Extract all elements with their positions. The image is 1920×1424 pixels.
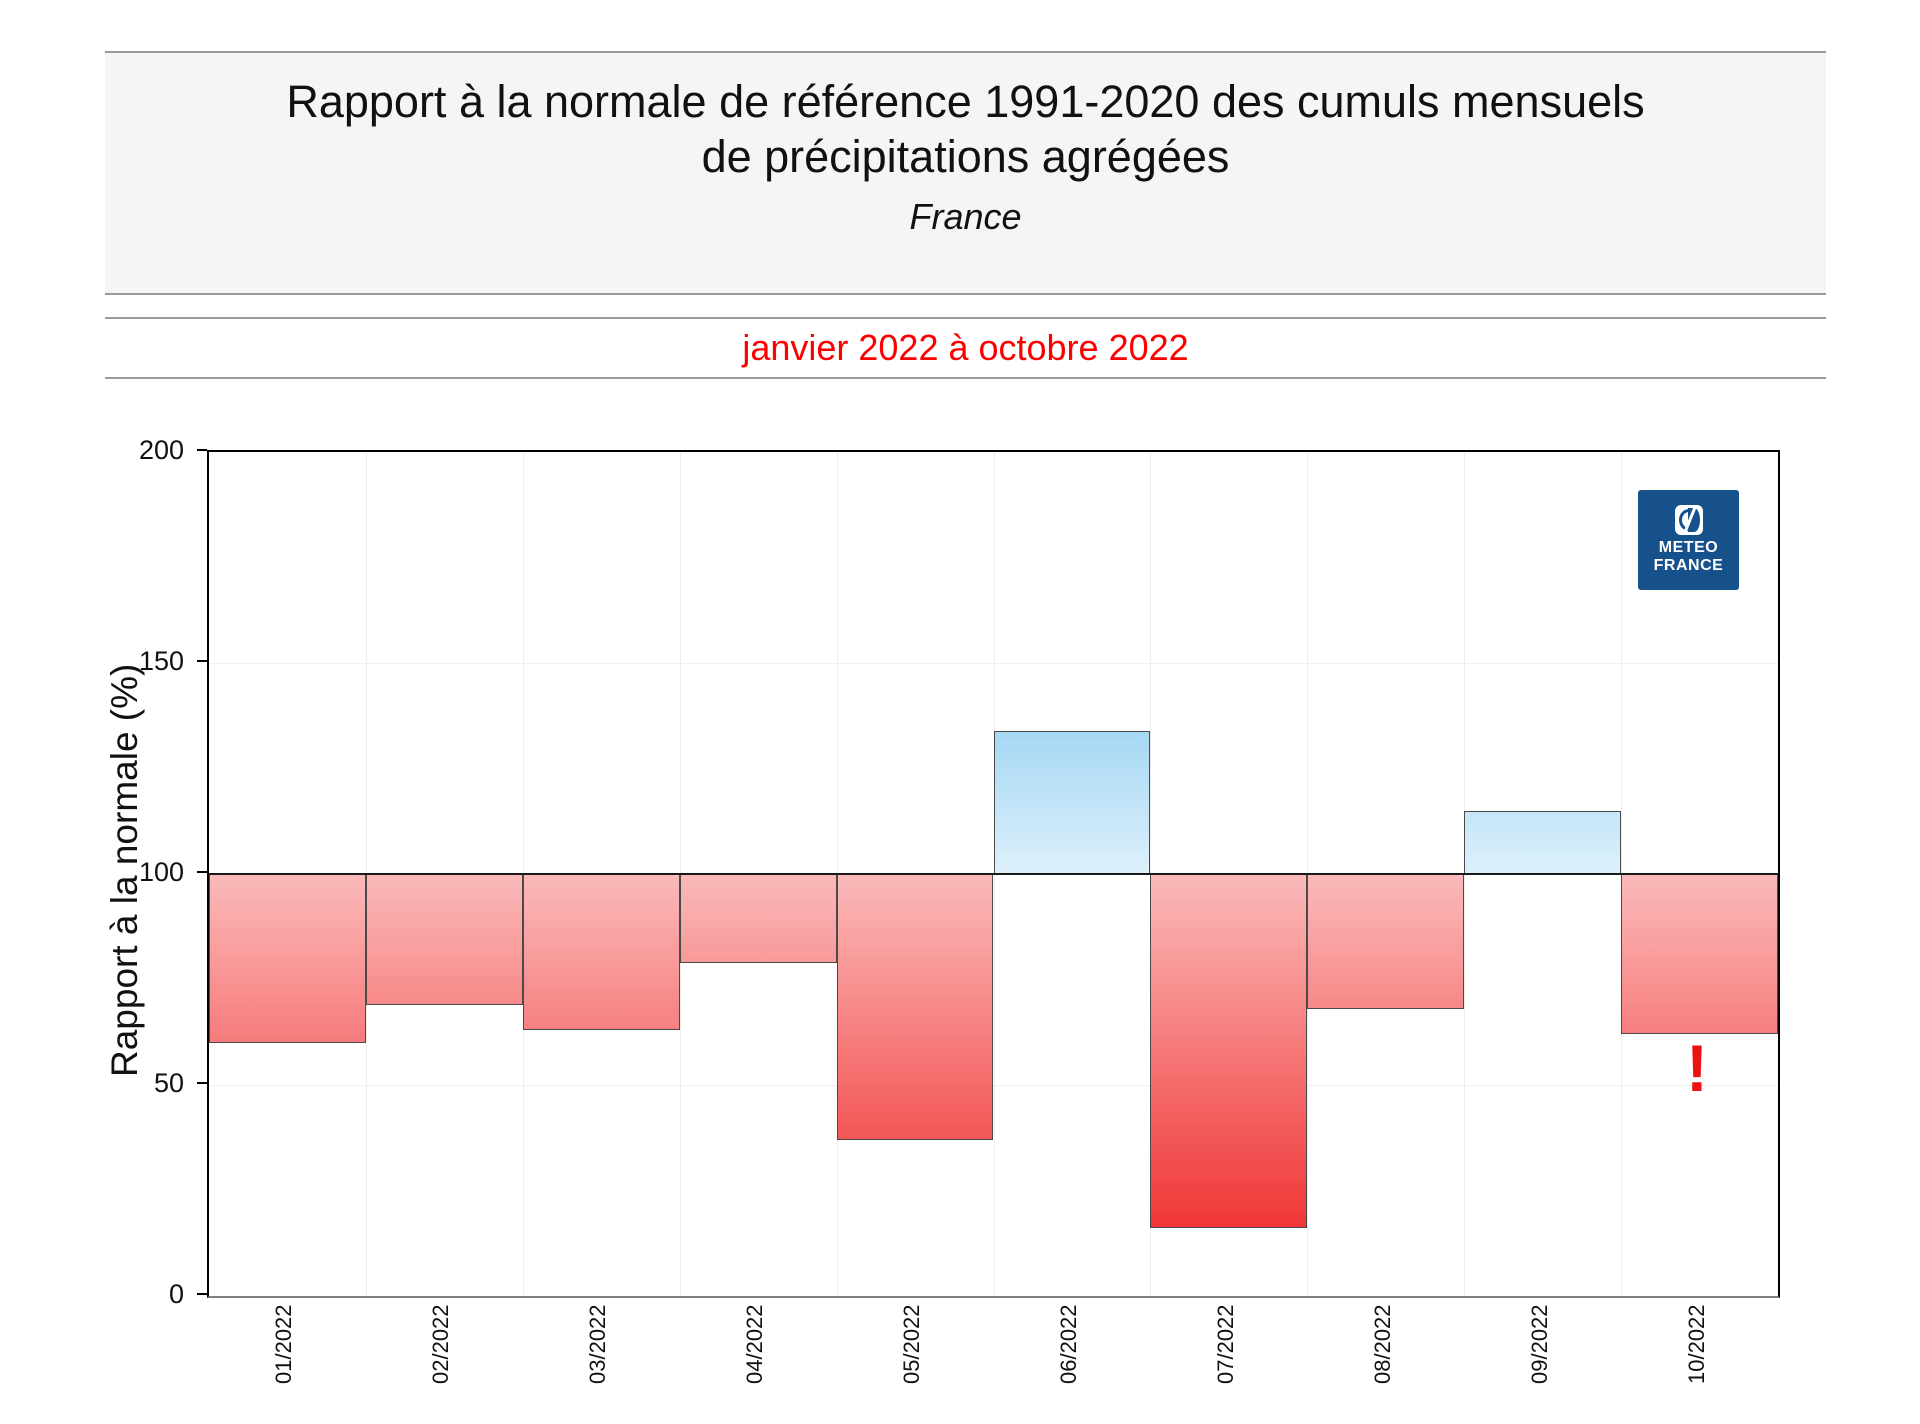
bar-06/2022 [993, 730, 1151, 874]
x-tick-label-04/2022: 04/2022 [742, 1304, 768, 1384]
x-tick-label-05/2022: 05/2022 [899, 1304, 925, 1384]
bar-01/2022 [209, 874, 366, 1043]
period-label: janvier 2022 à octobre 2022 [742, 327, 1189, 368]
x-tick-label-06/2022: 06/2022 [1055, 1304, 1081, 1384]
horizontal-gridline [209, 1085, 1778, 1086]
x-tick-label-02/2022: 02/2022 [428, 1304, 454, 1384]
horizontal-gridline [209, 663, 1778, 664]
bar-03/2022 [522, 874, 680, 1031]
title-block: Rapport à la normale de référence 1991-2… [105, 51, 1826, 295]
y-tick-mark [197, 1293, 207, 1295]
logo-text-meteo: METEO [1658, 539, 1719, 556]
bar-09/2022 [1464, 810, 1622, 874]
y-tick-label-0: 0 [168, 1279, 184, 1309]
y-tick-mark [197, 660, 207, 662]
x-tick-label-09/2022: 09/2022 [1526, 1304, 1552, 1384]
bar-04/2022 [679, 874, 837, 963]
bar-08/2022 [1307, 874, 1465, 1010]
page-title-line2: de précipitations agrégées [701, 131, 1230, 182]
plot-area: METEO FRANCE [207, 450, 1780, 1298]
y-axis-ticks: 0 50 100 150 200 [0, 436, 207, 1308]
x-tick-label-10/2022: 10/2022 [1683, 1304, 1709, 1384]
x-tick-label-01/2022: 01/2022 [271, 1304, 297, 1384]
x-tick-label-08/2022: 08/2022 [1369, 1304, 1395, 1384]
normal-baseline [209, 873, 1778, 875]
meteo-france-logo: METEO FRANCE [1638, 490, 1739, 590]
provisional-data-mark: ! [1686, 1031, 1708, 1105]
x-axis-labels: 01/2022 02/2022 03/2022 04/2022 05/2022 06/20… [207, 1302, 1776, 1398]
period-strip: janvier 2022 à octobre 2022 [105, 317, 1826, 379]
y-tick-label-100: 100 [138, 857, 184, 887]
bar-10/2022 [1621, 874, 1778, 1035]
y-tick-mark [197, 871, 207, 873]
bar-05/2022 [836, 874, 994, 1140]
logo-text-france: FRANCE [1653, 557, 1724, 574]
y-tick-label-200: 200 [138, 435, 184, 465]
y-tick-mark [197, 1082, 207, 1084]
bar-02/2022 [365, 874, 523, 1005]
y-tick-mark [197, 449, 207, 451]
x-tick-label-03/2022: 03/2022 [585, 1304, 611, 1384]
page-title-line1: Rapport à la normale de référence 1991-2… [286, 76, 1645, 127]
y-tick-label-150: 150 [138, 646, 184, 676]
meteo-france-icon [1674, 505, 1703, 535]
x-tick-label-07/2022: 07/2022 [1212, 1304, 1238, 1384]
bar-07/2022 [1150, 874, 1308, 1229]
region-label: France [909, 196, 1022, 237]
y-tick-label-50: 50 [153, 1068, 184, 1098]
